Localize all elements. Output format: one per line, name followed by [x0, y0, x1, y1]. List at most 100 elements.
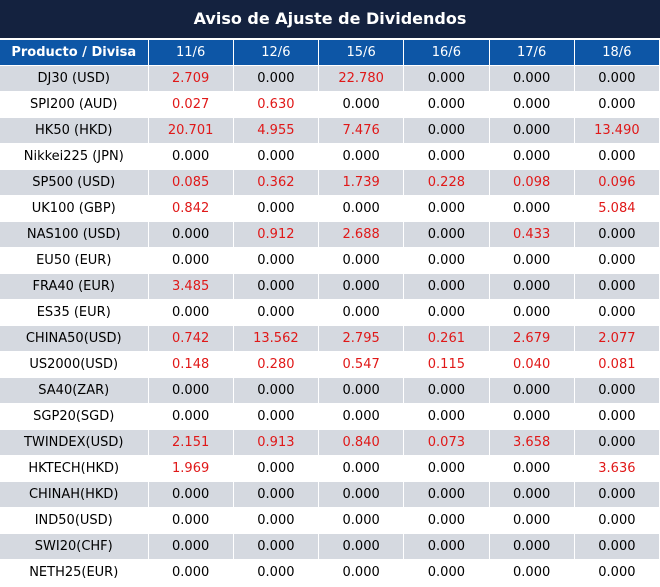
dividend-value: 2.077	[574, 325, 660, 352]
dividend-value: 0.000	[318, 403, 405, 430]
product-name: SP500 (USD)	[0, 169, 149, 196]
dividend-value: 0.085	[148, 169, 234, 196]
dividend-value: 0.000	[574, 403, 660, 430]
product-name: SPI200 (AUD)	[0, 91, 149, 118]
dividend-value: 0.115	[403, 351, 490, 378]
dividend-value: 0.000	[233, 403, 320, 430]
dividend-value: 20.701	[148, 117, 234, 144]
dividend-value: 0.000	[574, 143, 660, 170]
dividend-value: 0.000	[148, 247, 234, 274]
dividend-value: 0.000	[403, 143, 490, 170]
product-name: NETH25(EUR)	[0, 559, 149, 586]
dividend-value: 0.000	[233, 247, 320, 274]
dividend-value: 0.000	[318, 533, 405, 560]
dividend-value: 0.000	[403, 91, 490, 118]
dividend-value: 5.084	[574, 195, 660, 222]
dividend-value: 4.955	[233, 117, 320, 144]
product-name: TWINDEX(USD)	[0, 429, 149, 456]
dividend-value: 0.000	[318, 507, 405, 534]
table-row: SA40(ZAR) 0.000 0.000 0.000 0.000 0.000 0.000	[0, 377, 660, 404]
dividend-value: 0.027	[148, 91, 234, 118]
dividend-value: 0.000	[318, 247, 405, 274]
dividend-value: 0.081	[574, 351, 660, 378]
dividend-value: 0.000	[489, 559, 575, 586]
dividend-value: 0.000	[318, 481, 405, 508]
dividend-value: 0.913	[233, 429, 320, 456]
dividend-value: 0.000	[233, 195, 320, 222]
column-header-date: 11/6	[148, 40, 234, 66]
dividend-value: 0.000	[403, 507, 490, 534]
dividend-value: 0.000	[318, 195, 405, 222]
dividend-value: 0.000	[148, 143, 234, 170]
dividend-value: 0.000	[403, 403, 490, 430]
dividend-value: 0.000	[403, 377, 490, 404]
dividend-value: 3.636	[574, 455, 660, 482]
column-header-date: 16/6	[403, 40, 490, 66]
dividend-value: 0.000	[148, 221, 234, 248]
dividend-value: 0.000	[403, 481, 490, 508]
dividend-value: 0.000	[403, 559, 490, 586]
dividend-value: 0.000	[574, 507, 660, 534]
dividend-value: 0.000	[403, 455, 490, 482]
product-name: UK100 (GBP)	[0, 195, 149, 222]
table-row: HK50 (HKD) 20.701 4.955 7.476 0.000 0.000 13.4…	[0, 117, 660, 144]
table-row: SPI200 (AUD) 0.027 0.630 0.000 0.000 0.000 0.0…	[0, 91, 660, 118]
dividend-value: 0.228	[403, 169, 490, 196]
dividend-value: 0.000	[574, 429, 660, 456]
dividend-value: 0.000	[148, 299, 234, 326]
table-row: IND50(USD) 0.000 0.000 0.000 0.000 0.000 0.000	[0, 507, 660, 534]
dividend-value: 0.000	[574, 299, 660, 326]
dividend-value: 2.709	[148, 65, 234, 92]
dividend-value: 0.098	[489, 169, 575, 196]
dividend-value: 0.433	[489, 221, 575, 248]
dividend-value: 0.000	[403, 299, 490, 326]
dividend-value: 0.000	[403, 273, 490, 300]
dividend-value: 0.000	[574, 273, 660, 300]
dividend-value: 0.000	[489, 377, 575, 404]
dividend-value: 0.000	[403, 247, 490, 274]
dividend-value: 0.000	[403, 195, 490, 222]
table-row: Nikkei225 (JPN) 0.000 0.000 0.000 0.000 0.000…	[0, 143, 660, 170]
dividend-value: 0.000	[574, 481, 660, 508]
dividend-value: 0.000	[574, 221, 660, 248]
dividend-value: 0.000	[489, 299, 575, 326]
dividend-value: 0.000	[318, 299, 405, 326]
dividend-value: 2.151	[148, 429, 234, 456]
dividend-value: 0.000	[489, 403, 575, 430]
dividend-value: 0.840	[318, 429, 405, 456]
dividend-value: 0.000	[574, 247, 660, 274]
dividend-value: 2.679	[489, 325, 575, 352]
dividend-value: 0.000	[233, 65, 320, 92]
dividend-value: 0.000	[574, 65, 660, 92]
dividend-value: 2.795	[318, 325, 405, 352]
dividend-value: 0.842	[148, 195, 234, 222]
dividend-value: 0.000	[148, 533, 234, 560]
dividend-value: 0.362	[233, 169, 320, 196]
table-body: DJ30 (USD) 2.709 0.000 22.780 0.000 0.000 0.00…	[0, 65, 660, 586]
dividend-value: 0.000	[233, 377, 320, 404]
product-name: CHINAH(HKD)	[0, 481, 149, 508]
dividend-value: 0.742	[148, 325, 234, 352]
page-title: Aviso de Ajuste de Dividendos	[0, 0, 660, 40]
dividend-value: 3.485	[148, 273, 234, 300]
product-name: ES35 (EUR)	[0, 299, 149, 326]
dividend-value: 22.780	[318, 65, 405, 92]
dividend-value: 0.000	[489, 195, 575, 222]
dividend-value: 0.000	[148, 403, 234, 430]
dividend-value: 0.547	[318, 351, 405, 378]
dividend-value: 0.912	[233, 221, 320, 248]
dividend-value: 0.000	[489, 481, 575, 508]
table-row: SWI20(CHF) 0.000 0.000 0.000 0.000 0.000 0.000	[0, 533, 660, 560]
table-row: NETH25(EUR) 0.000 0.000 0.000 0.000 0.000 0.00…	[0, 559, 660, 586]
table-row: HKTECH(HKD) 1.969 0.000 0.000 0.000 0.000 3.63…	[0, 455, 660, 482]
table-row: DJ30 (USD) 2.709 0.000 22.780 0.000 0.000 0.00…	[0, 65, 660, 92]
dividend-value: 0.000	[403, 221, 490, 248]
dividend-value: 0.000	[233, 143, 320, 170]
dividend-value: 0.000	[148, 481, 234, 508]
table-row: US2000(USD) 0.148 0.280 0.547 0.115 0.040 0.08…	[0, 351, 660, 378]
table-row: CHINA50(USD) 0.742 13.562 2.795 0.261 2.679 2.…	[0, 325, 660, 352]
dividend-value: 0.073	[403, 429, 490, 456]
dividend-value: 0.000	[489, 143, 575, 170]
table-row: EU50 (EUR) 0.000 0.000 0.000 0.000 0.000 0.000	[0, 247, 660, 274]
